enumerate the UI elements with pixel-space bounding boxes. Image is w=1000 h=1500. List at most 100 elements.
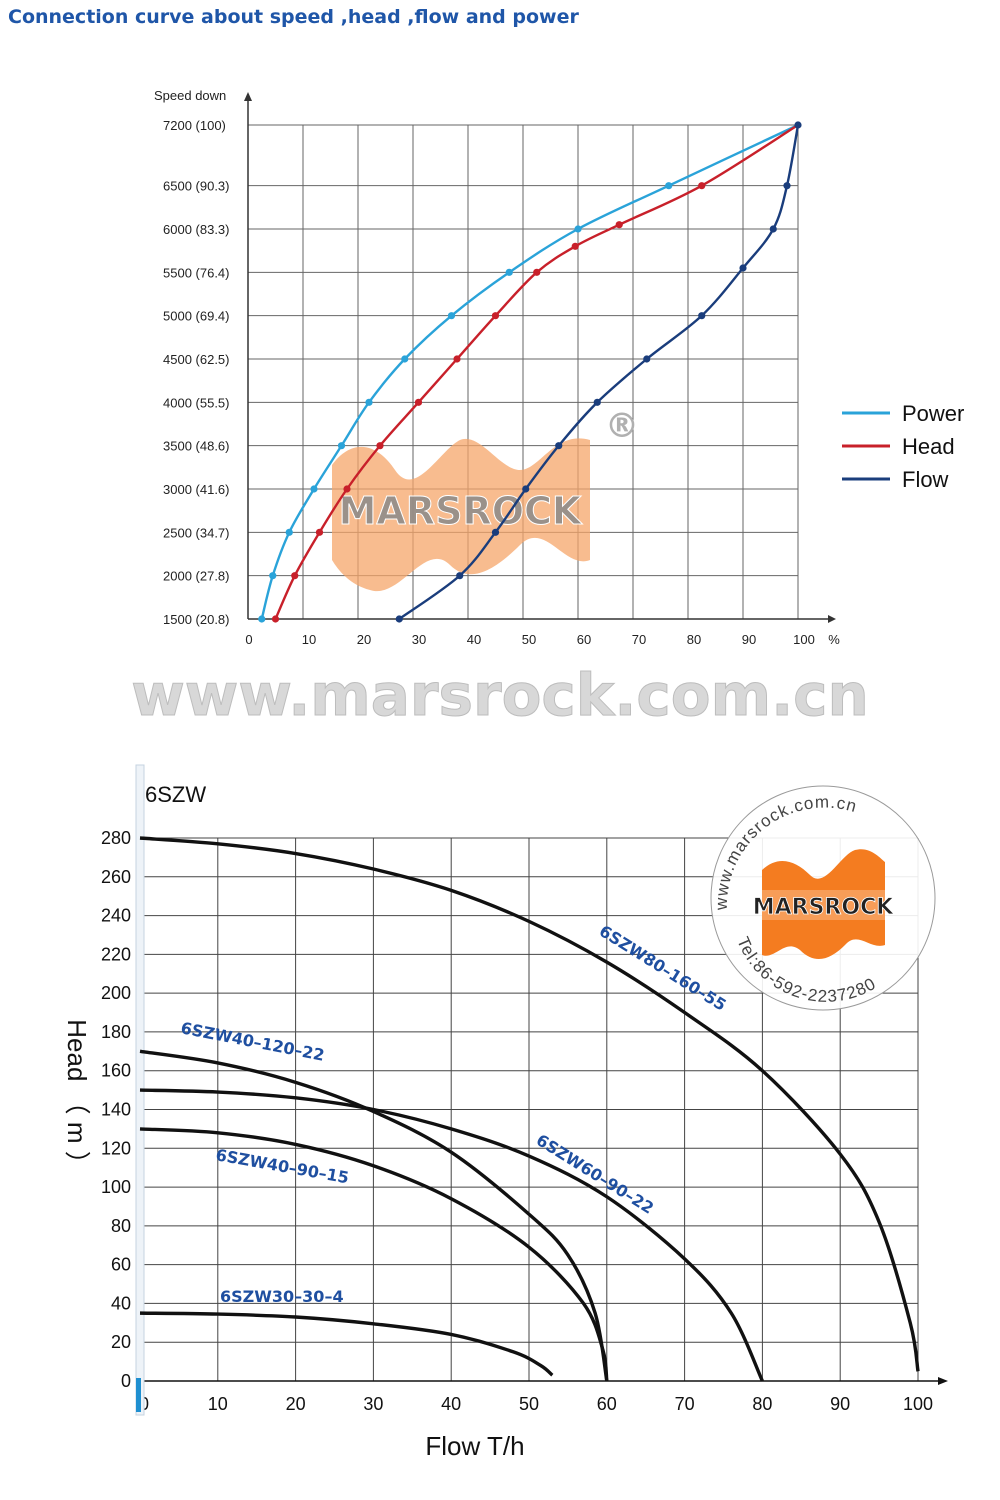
series-point-head	[491, 312, 500, 320]
seal-brand-band	[760, 890, 888, 920]
chart2-y-tick-label: 120	[101, 1138, 131, 1158]
chart2-y-tick-label: 140	[101, 1100, 131, 1120]
chart2-y-tick-label: 160	[101, 1061, 131, 1081]
chart1-x-tick-label: 100	[793, 632, 815, 647]
series-point-power	[285, 528, 293, 536]
series-point-flow	[456, 572, 464, 580]
chart2-x-tick-label: 40	[441, 1394, 461, 1414]
logo-orange-shape	[332, 438, 590, 592]
chart1-x-tick-label: 80	[687, 632, 701, 647]
chart2-y-tick-label: 240	[101, 906, 131, 926]
series-point-power	[665, 182, 673, 190]
chart2-x-tick-label: 50	[519, 1394, 539, 1414]
chart2-x-axis-title: Flow T/h	[425, 1431, 524, 1461]
legend-label-power: Power	[902, 401, 964, 426]
series-point-head	[343, 485, 351, 493]
chart2-y-tick-label: 100	[101, 1177, 131, 1197]
chart2-y-axis-title: Head （ m ）	[62, 1019, 92, 1177]
series-point-power	[337, 442, 346, 450]
series-point-head	[376, 442, 384, 450]
chart1-series	[258, 121, 802, 623]
series-point-power	[401, 355, 409, 363]
pump-curve	[139, 1088, 764, 1382]
chart2-y-axis-marker	[136, 1378, 141, 1412]
pump-curve	[139, 1311, 554, 1377]
marsrock-seal: www.marsrock.com.cn Tel:86-592-2237280 M…	[710, 785, 936, 1011]
chart2-x-tick-label: 10	[208, 1394, 228, 1414]
chart1-legend: Power Head Flow	[842, 401, 964, 492]
marsrock-logo-watermark: MARSROCK ®	[332, 406, 639, 592]
chart2-title: 6SZW	[145, 782, 206, 807]
pump-curve-label: 6SZW40–120–22	[179, 1018, 326, 1064]
series-point-flow	[739, 264, 747, 272]
seal-orange-shape	[762, 849, 885, 960]
chart2-y-tick-label: 20	[111, 1332, 131, 1352]
chart1-x-tick-label: 90	[742, 632, 756, 647]
pump-curve-label: 6SZW30–30–4	[220, 1287, 344, 1306]
legend-label-flow: Flow	[902, 467, 949, 492]
chart2-series	[139, 836, 920, 1382]
series-point-head	[615, 221, 623, 229]
chart2-y-tick-label: 60	[111, 1255, 131, 1275]
chart1-x-tick-label: 50	[522, 632, 536, 647]
chart1-y-tick-label: 1500 (20.8)	[163, 612, 230, 627]
series-point-head	[571, 242, 579, 250]
page-title: Connection curve about speed ,head ,flow…	[8, 6, 579, 28]
series-point-flow	[593, 398, 601, 406]
chart2-x-tick-label: 30	[363, 1394, 383, 1414]
series-point-head	[698, 182, 706, 190]
chart2-x-tick-label: 80	[752, 1394, 772, 1414]
chart2-y-tick-label: 220	[101, 944, 131, 964]
series-point-head	[533, 268, 541, 276]
chart1-x-axis-arrow	[828, 615, 836, 623]
series-point-head	[414, 398, 423, 406]
seal-brand-text: MARSROCK	[753, 895, 894, 920]
logo-brand-text: MARSROCK	[339, 489, 583, 533]
series-point-flow	[395, 615, 403, 623]
chart1-y-tick-label: 5500 (76.4)	[163, 265, 230, 280]
pump-curve-label: 6SZW60–90–22	[533, 1130, 657, 1217]
series-point-power	[505, 268, 513, 276]
series-point-power	[258, 615, 266, 623]
chart1-x-tick-label: 20	[357, 632, 371, 647]
chart1-axes: 0 10 20 30 40 50 60 70 80 90 100 % 1500 (20.8) 2000 (…	[154, 88, 840, 647]
website-url-watermark: www.marsrock.com.cn	[131, 661, 869, 729]
chart1-x-tick-label: 10	[302, 632, 316, 647]
chart1-grid	[248, 124, 799, 620]
chart1-y-tick-label: 3000 (41.6)	[163, 482, 230, 497]
chart2-x-tick-label: 20	[286, 1394, 306, 1414]
series-point-power	[365, 398, 373, 406]
chart1-y-tick-label: 7200 (100)	[163, 118, 226, 133]
chart1-y-tick-label: 4000 (55.5)	[163, 395, 230, 410]
chart2-x-tick-label: 60	[597, 1394, 617, 1414]
chart1-y-tick-label: 3500 (48.6)	[163, 439, 230, 454]
series-point-flow	[522, 485, 530, 493]
chart1-y-tick-label: 6000 (83.3)	[163, 222, 230, 237]
chart2-y-tick-label: 280	[101, 828, 131, 848]
series-point-flow	[698, 312, 706, 320]
series-point-head	[315, 528, 324, 536]
chart2-y-tick-label: 260	[101, 867, 131, 887]
series-point-head	[291, 572, 299, 580]
registered-mark: ®	[605, 406, 639, 446]
series-point-head	[271, 615, 280, 623]
chart2-x-tick-label: 100	[903, 1394, 933, 1414]
chart2-y-tick-label: 180	[101, 1022, 131, 1042]
series-point-flow	[643, 355, 651, 363]
pump-performance-chart: 0102030405060708090100020406080100120140…	[62, 764, 948, 1461]
chart1-x-unit: %	[828, 632, 840, 647]
chart2-y-tick-label: 80	[111, 1216, 131, 1236]
chart1-x-tick-label: 70	[632, 632, 646, 647]
legend-label-head: Head	[902, 434, 955, 459]
chart1-y-tick-label: 6500 (90.3)	[163, 179, 230, 194]
chart2-x-tick-label: 70	[675, 1394, 695, 1414]
series-point-flow	[555, 442, 563, 450]
series-point-endpoint	[794, 121, 802, 129]
chart1-y-tick-label: 5000 (69.4)	[163, 309, 230, 324]
chart1-y-tick-label: 2500 (34.7)	[163, 525, 230, 540]
chart2-x-axis-arrow	[938, 1377, 948, 1385]
chart1-x-tick-label: 0	[245, 632, 252, 647]
series-point-flow	[491, 528, 500, 536]
pump-curve	[139, 836, 920, 1372]
